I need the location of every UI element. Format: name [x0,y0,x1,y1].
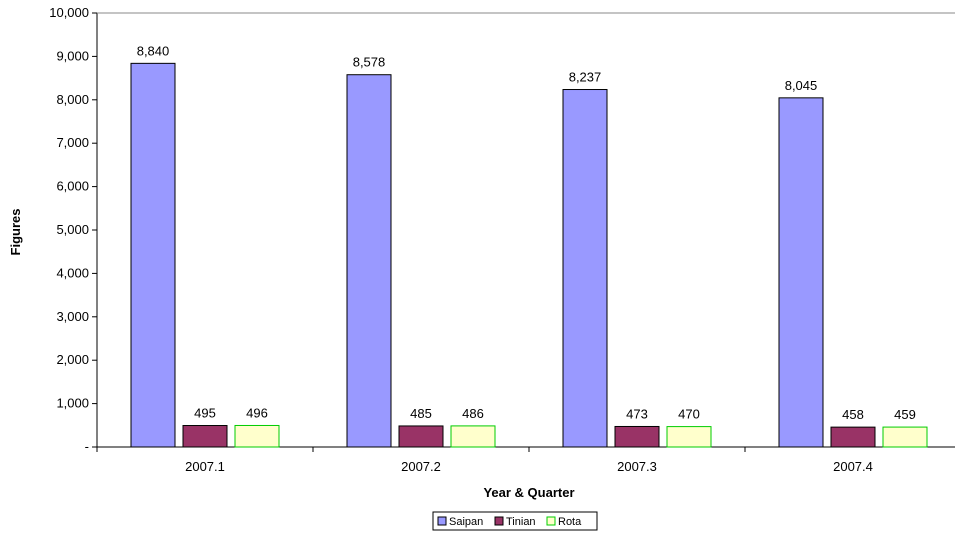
bar-saipan [562,89,608,448]
data-label-saipan: 8,237 [569,70,602,85]
legend-box [432,511,598,531]
x-tick-label: 2007.3 [617,459,657,474]
data-label-rota: 470 [678,407,700,422]
x-axis-title: Year & Quarter [483,485,574,500]
data-label-tinian: 458 [842,407,864,422]
bar-saipan [130,62,176,448]
y-tick-label: 10,000 [49,5,89,20]
y-tick-label: 3,000 [56,309,89,324]
bar-rota [666,426,712,448]
legend-swatch-saipan [437,516,447,526]
bar-rota [450,425,496,448]
legend-swatch-rota [546,516,556,526]
x-tick-label: 2007.2 [401,459,441,474]
y-tick-label: 8,000 [56,92,89,107]
bar-tinian [614,425,660,448]
y-tick-label: 6,000 [56,179,89,194]
bar-tinian [830,426,876,448]
legend-label-tinian: Tinian [506,516,536,528]
legend-label-rota: Rota [558,516,582,528]
data-label-tinian: 473 [626,406,648,421]
bars [130,62,928,448]
y-tick-label: 2,000 [56,352,89,367]
y-axis-title: Figures [8,209,23,256]
data-label-rota: 459 [894,407,916,422]
legend: Saipan Tinian Rota [432,511,598,531]
y-axis: - 1,000 2,000 3,000 4,000 5,000 6,000 7,000 8,00… [49,5,955,454]
legend-swatch-tinian [494,516,504,526]
bar-tinian [182,425,228,448]
y-tick-label: - [85,439,89,454]
y-tick-label: 7,000 [56,135,89,150]
bar-rota [234,424,280,448]
x-axis: 2007.1 2007.2 2007.3 2007.4 [96,446,955,474]
data-label-rota: 486 [462,406,484,421]
x-tick-label: 2007.4 [833,459,873,474]
legend-label-saipan: Saipan [449,516,483,528]
y-tick-label: 4,000 [56,265,89,280]
y-tick-label: 1,000 [56,396,89,411]
bar-rota [882,426,928,448]
data-label-saipan: 8,578 [353,55,386,70]
data-label-tinian: 485 [410,406,432,421]
y-tick-label: 9,000 [56,48,89,63]
bar-saipan [346,74,392,448]
data-label-saipan: 8,840 [137,43,170,58]
data-label-saipan: 8,045 [785,78,818,93]
bar-saipan [778,97,824,448]
y-tick-label: 5,000 [56,222,89,237]
data-labels: 8,840 8,578 8,237 8,045 495 485 473 458 496 486 47… [137,43,916,422]
data-label-tinian: 495 [194,406,216,421]
x-tick-label: 2007.1 [185,459,225,474]
bar-tinian [398,425,444,448]
data-label-rota: 496 [246,405,268,420]
